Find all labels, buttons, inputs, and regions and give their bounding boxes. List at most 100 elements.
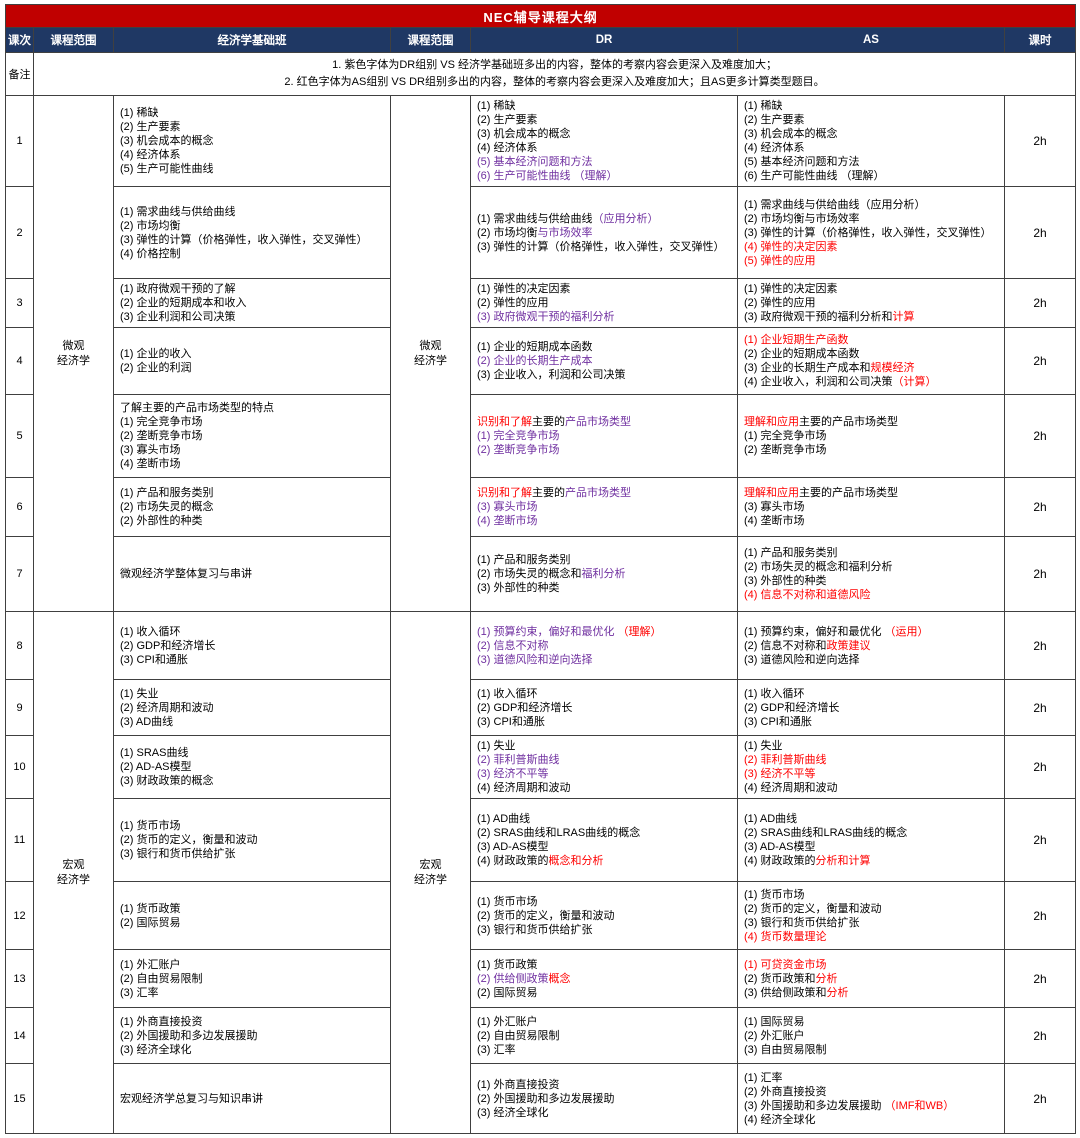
foundation-scope-cell: 微观 经济学 [33,95,114,612]
topic-text: (3) 企业的长期生产成本和 [744,362,871,374]
topic-text: (3) 弹性的计算（价格弹性，收入弹性，交叉弹性） [744,226,992,239]
topic-line: (1) 失业 [477,739,733,753]
topic-text: (2) 企业的利润 [120,362,192,374]
dr-topics-cell: (1) 需求曲线与供给曲线（应用分析） (2) 市场均衡与市场效率 (3) 弹性的计… [470,186,738,279]
topic-text: (1) 完全竞争市场 [744,430,827,442]
scope-label: 经济学 [57,354,90,367]
topic-text: (1) AD曲线 [477,813,531,825]
topic-text: (2) 外汇账户 [744,1029,805,1042]
col-header-foundation: 经济学基础班 [113,27,391,53]
topic-text: (3) 银行和货币供给扩张 [744,916,860,929]
topic-text: (3) 银行和货币供给扩张 [477,923,593,936]
topic-text: (1) 企业短期生产函数 [744,334,849,346]
topic-text: (2) 外商直接投资 [744,1085,827,1098]
topic-text: (1) 稀缺 [120,107,159,119]
foundation-topics-cell: (1) 产品和服务类别 (2) 市场失灵的概念 (2) 外部性的种类 [113,477,391,537]
hours-cell: 2h [1003,536,1077,612]
topic-text: 计算 [892,311,915,323]
note-line-2: 2. 红色字体为AS组别 VS DR组别多出的内容，整体的考察内容会更深入及难度… [284,76,825,88]
topic-text: (2) 信息不对称和 [744,639,827,652]
topic-line: (3) 机会成本的概念 [744,127,1000,141]
as-topics-cell: 理解和应用主要的产品市场类型 (3) 寡头市场 (4) 垄断市场 [737,477,1005,537]
topic-text: (3) 外部性的种类 [744,575,827,587]
col-header-scope-dr-as: 课程范围 [390,27,471,53]
topic-text: (3) 寡头市场 [477,501,538,513]
topic-text: (3) CPI和通胀 [120,653,188,666]
topic-text: (3) 机会成本的概念 [120,135,214,147]
topic-line: (2) 信息不对称 [477,639,733,653]
topic-text: (4) 经济全球化 [744,1113,816,1126]
topic-text: (3) 弹性的计算（价格弹性，收入弹性，交叉弹性） [120,233,368,246]
lesson-row: 6 (1) 产品和服务类别 (2) 市场失灵的概念 (2) 外部性的种类 识别和了解主要… [5,477,1077,537]
topic-text: (3) 财政政策的概念 [120,775,214,787]
hours-cell: 2h [1003,679,1077,736]
topic-line: (2) 弹性的应用 [744,296,1000,310]
topic-line: (2) 企业的利润 [120,361,386,375]
topic-line: (1) 收入循环 [744,687,1000,701]
topic-line: (2) GDP和经济增长 [120,639,386,653]
topic-text: (2) 生产要素 [120,121,181,133]
nec-course-table: NEC辅导课程大纲 课次 课程范围 经济学基础班 课程范围 DR AS 课时 备… [4,4,1077,1134]
topic-text: (4) 经济体系 [744,142,805,154]
topic-text: (1) 预算约束，偏好和最优化 [477,625,615,638]
topic-line: (1) 货币市场 [120,819,386,833]
topic-line: (1) 需求曲线与供给曲线 [120,205,386,219]
lesson-number: 15 [5,1063,34,1134]
topic-text: (2) 市场失灵的概念和福利分析 [744,561,893,573]
topic-line: (1) 汇率 [744,1071,1000,1085]
topic-line: (4) 企业收入，利润和公司决策（计算） [744,375,1000,389]
topic-line: (4) 垄断市场 [120,457,386,471]
topic-text: (1) 需求曲线与供给曲线 [120,205,236,218]
topic-line: (2) 外国援助和多边发展援助 [477,1092,733,1106]
topic-line: (4) 货币数量理论 [744,930,1000,944]
topic-line: (3) 弹性的计算（价格弹性，收入弹性，交叉弹性） [744,226,1000,240]
topic-line: (1) 可贷资金市场 [744,958,1000,972]
topic-line: (2) 企业的短期成本和收入 [120,296,386,310]
lesson-number: 9 [5,679,34,736]
topic-line: (2) GDP和经济增长 [477,701,733,715]
lesson-number: 10 [5,735,34,799]
topic-text: 主要的 [532,487,565,499]
topic-text: (3) 企业收入，利润和公司决策 [477,369,626,381]
topic-text: 分析和计算 [815,855,871,867]
lesson-number: 4 [5,327,34,395]
topic-text: （计算） [892,376,937,388]
notes-cell: 1. 紫色字体为DR组别 VS 经济学基础班多出的内容，整体的考察内容会更深入及… [32,52,1077,96]
topic-text: (1) 产品和服务类别 [120,487,214,499]
foundation-topics-cell: (1) 稀缺 (2) 生产要素 (3) 机会成本的概念 (4) 经济体系 (5) 生产可… [113,95,391,187]
topic-text: (1) 外商直接投资 [477,1078,560,1091]
topic-text: (3) 经济不平等 [477,768,549,780]
lesson-number: 14 [5,1007,34,1064]
topic-text: (5) 基本经济问题和方法 [744,156,860,168]
lesson-number: 11 [5,798,34,882]
topic-text: (2) 市场失灵的概念和 [477,568,582,580]
topic-line: (1) 预算约束，偏好和最优化 （运用） [744,625,1000,639]
topic-text: (2) 垄断竞争市场 [477,444,560,456]
lesson-row: 12 (1) 货币政策 (2) 国际贸易 (1) 货币市场 (2) 货币的定义，衡量和波… [5,881,1077,950]
topic-line: (2) 货币政策和分析 [744,972,1000,986]
col-header-lesson: 课次 [5,27,34,53]
topic-text: (1) 政府微观干预的了解 [120,283,236,295]
topic-text: (2) 垄断竞争市场 [744,444,827,456]
topic-line: (1) 收入循环 [477,687,733,701]
lesson-row: 2 (1) 需求曲线与供给曲线 (2) 市场均衡 (3) 弹性的计算（价格弹性，收入弹… [5,186,1077,279]
topic-line: (4) 经济体系 [120,148,386,162]
topic-line: (3) 道德风险和逆向选择 [744,653,1000,667]
topic-text: (1) SRAS曲线 [120,747,189,759]
topic-line: (4) 垄断市场 [477,514,733,528]
topic-text: (2) 市场均衡与市场效率 [744,212,860,225]
lesson-number: 7 [5,536,34,612]
topic-line: (1) 政府微观干预的了解 [120,282,386,296]
topic-text: (4) 弹性的决定因素 [744,240,838,253]
topic-text: (3) 寡头市场 [120,444,181,456]
topic-text: (3) 银行和货币供给扩张 [120,848,236,860]
topic-text: (4) 信息不对称和道德风险 [744,589,871,601]
topic-line: (2) 企业的短期成本函数 [744,347,1000,361]
topic-line: (5) 基本经济问题和方法 [744,155,1000,169]
col-header-as: AS [737,27,1005,53]
topic-text: 理解和应用 [744,487,799,499]
scope-label: 微观 [62,339,85,352]
topic-line: (2) 垄断竞争市场 [120,429,386,443]
topic-line: (1) 完全竞争市场 [120,415,386,429]
topic-text: 分析 [826,986,849,999]
